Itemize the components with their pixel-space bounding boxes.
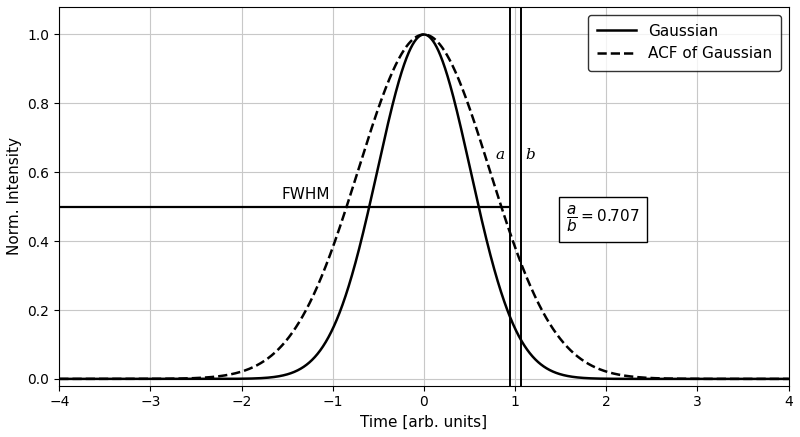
Y-axis label: Norm. Intensity: Norm. Intensity bbox=[7, 137, 22, 255]
Text: $\dfrac{a}{b}$$= 0.707$: $\dfrac{a}{b}$$= 0.707$ bbox=[566, 204, 640, 234]
Legend: Gaussian, ACF of Gaussian: Gaussian, ACF of Gaussian bbox=[588, 14, 781, 70]
Text: FWHM: FWHM bbox=[281, 187, 330, 201]
Text: a: a bbox=[495, 148, 504, 162]
Text: b: b bbox=[525, 148, 535, 162]
X-axis label: Time [arb. units]: Time [arb. units] bbox=[360, 415, 487, 430]
